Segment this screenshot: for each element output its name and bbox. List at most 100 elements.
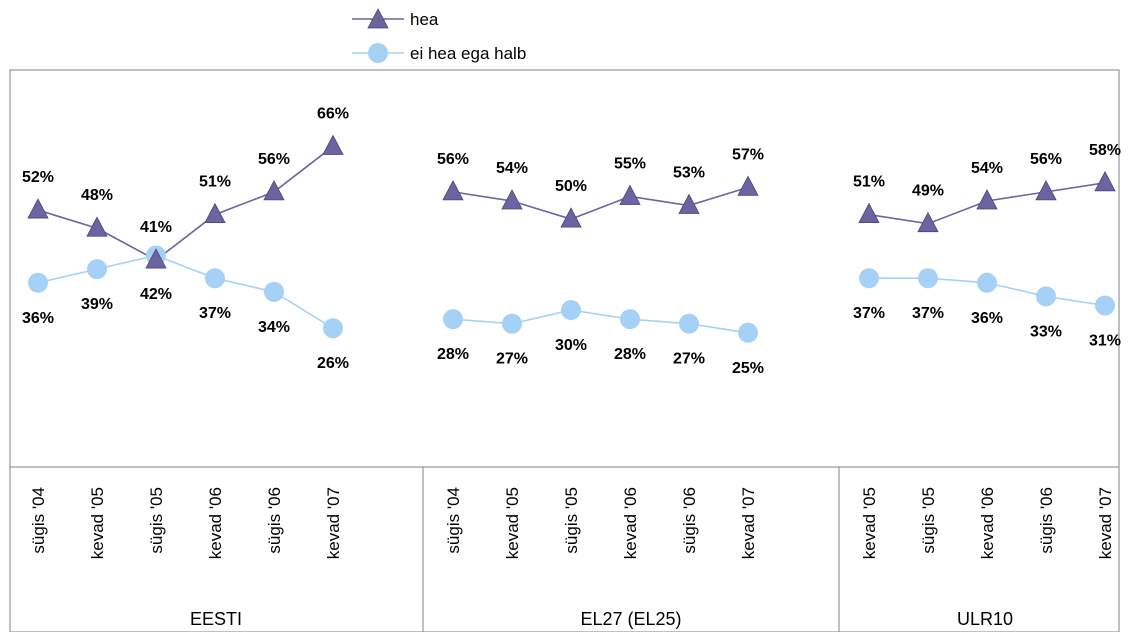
data-label-hea: 49% bbox=[912, 183, 944, 200]
data-label-hea: 66% bbox=[317, 105, 349, 122]
data-label-ei-hea-ega-halb: 42% bbox=[140, 286, 172, 303]
group-label: EL27 (EL25) bbox=[580, 609, 681, 629]
point-ei-hea-ega-halb bbox=[87, 259, 107, 280]
point-hea bbox=[1094, 170, 1116, 192]
group-label: ULR10 bbox=[957, 609, 1013, 629]
group-3: 51% 49% 54% 56% 58% 37% 37% 36% 33% 31% bbox=[853, 142, 1121, 350]
data-label-hea: 52% bbox=[22, 169, 54, 186]
data-label-hea: 57% bbox=[732, 146, 764, 163]
data-label-hea: 53% bbox=[673, 165, 705, 182]
point-hea bbox=[619, 184, 641, 205]
data-label-hea: 56% bbox=[437, 151, 469, 168]
point-hea bbox=[560, 207, 582, 228]
point-ei-hea-ega-halb bbox=[620, 309, 640, 330]
data-label-ei-hea-ega-halb: 37% bbox=[853, 305, 885, 322]
point-hea bbox=[858, 202, 880, 224]
point-hea bbox=[27, 198, 49, 219]
point-ei-hea-ega-halb bbox=[502, 313, 522, 334]
point-hea bbox=[204, 202, 226, 224]
category-tick-label: sügis '05 bbox=[147, 487, 166, 554]
point-ei-hea-ega-halb bbox=[679, 313, 699, 334]
point-ei-hea-ega-halb bbox=[918, 268, 938, 289]
point-hea bbox=[678, 193, 700, 214]
data-label-ei-hea-ega-halb: 25% bbox=[732, 360, 764, 377]
category-tick-label: sügis '05 bbox=[562, 487, 581, 554]
point-ei-hea-ega-halb bbox=[859, 268, 879, 289]
data-label-ei-hea-ega-halb: 37% bbox=[199, 305, 231, 322]
data-label-ei-hea-ega-halb: 27% bbox=[496, 351, 528, 368]
data-label-ei-hea-ega-halb: 36% bbox=[22, 310, 54, 327]
data-label-ei-hea-ega-halb: 37% bbox=[912, 305, 944, 322]
point-hea bbox=[917, 211, 939, 233]
point-hea bbox=[1035, 180, 1057, 201]
category-tick-label: kevad '06 bbox=[978, 487, 997, 559]
data-label-ei-hea-ega-halb: 34% bbox=[258, 319, 290, 336]
data-label-hea: 54% bbox=[496, 160, 528, 177]
point-ei-hea-ega-halb bbox=[443, 309, 463, 330]
data-label-ei-hea-ega-halb: 30% bbox=[555, 337, 587, 354]
series-line-hea bbox=[37, 145, 334, 262]
legend-marker-hea bbox=[367, 8, 389, 29]
category-tick-label: kevad '05 bbox=[88, 487, 107, 559]
category-tick-label: sügis '04 bbox=[29, 487, 48, 554]
data-label-hea: 56% bbox=[1030, 151, 1062, 168]
point-ei-hea-ega-halb bbox=[264, 281, 284, 302]
point-ei-hea-ega-halb bbox=[28, 272, 48, 293]
data-label-hea: 56% bbox=[258, 151, 290, 168]
series-line-ei-hea-ega-halb bbox=[37, 254, 334, 329]
group-2: 56% 54% 50% 55% 53% 57% 28% 27% 30% 28% 27% 25% bbox=[437, 146, 764, 376]
point-hea bbox=[145, 248, 167, 269]
point-ei-hea-ega-halb bbox=[1036, 286, 1056, 307]
legend: hea ei hea ega halb bbox=[352, 8, 526, 63]
point-hea bbox=[501, 189, 523, 210]
category-tick-label: sügis '05 bbox=[919, 487, 938, 554]
data-label-ei-hea-ega-halb: 28% bbox=[437, 346, 469, 363]
data-label-ei-hea-ega-halb: 28% bbox=[614, 346, 646, 363]
point-hea bbox=[737, 175, 759, 196]
data-label-ei-hea-ega-halb: 33% bbox=[1030, 323, 1062, 340]
category-tick-label: sügis '04 bbox=[444, 487, 463, 554]
point-hea bbox=[442, 180, 464, 201]
point-ei-hea-ega-halb bbox=[977, 272, 997, 293]
group-1: 52% 48% 41% 51% 56% 66% 36% 39% 42% 37% 34% 26% bbox=[22, 105, 349, 372]
category-tick-label: sügis '06 bbox=[1037, 487, 1056, 554]
data-label-ei-hea-ega-halb: 36% bbox=[971, 310, 1003, 327]
point-ei-hea-ega-halb bbox=[561, 300, 581, 321]
data-label-hea: 51% bbox=[853, 174, 885, 191]
point-ei-hea-ega-halb bbox=[205, 268, 225, 289]
chart-frame bbox=[9, 69, 1120, 632]
data-label-hea: 58% bbox=[1089, 142, 1121, 159]
category-axis: sügis '04 kevad '05 sügis '05 kevad '06 sügi… bbox=[29, 487, 1115, 629]
data-label-hea: 41% bbox=[140, 219, 172, 236]
plot-area: 52%48%41%51%56%66%36%39%42%37%34%26%56%5… bbox=[22, 105, 1121, 376]
category-tick-label: kevad '07 bbox=[739, 487, 758, 559]
legend-label-hea: hea bbox=[410, 10, 439, 29]
category-tick-label: kevad '06 bbox=[206, 487, 225, 559]
legend-marker-ei bbox=[368, 43, 388, 63]
data-label-hea: 50% bbox=[555, 178, 587, 195]
category-tick-label: sügis '06 bbox=[680, 487, 699, 554]
series-line-ei-hea-ega-halb bbox=[452, 309, 749, 334]
data-label-ei-hea-ega-halb: 31% bbox=[1089, 333, 1121, 350]
point-ei-hea-ega-halb bbox=[738, 322, 758, 343]
data-label-hea: 55% bbox=[614, 155, 646, 172]
point-hea bbox=[322, 134, 344, 155]
data-label-hea: 54% bbox=[971, 160, 1003, 177]
data-label-ei-hea-ega-halb: 26% bbox=[317, 355, 349, 372]
point-ei-hea-ega-halb bbox=[323, 318, 343, 339]
category-tick-label: kevad '06 bbox=[621, 487, 640, 559]
plot-border bbox=[9, 69, 1120, 632]
category-tick-label: kevad '07 bbox=[1096, 487, 1115, 559]
point-hea bbox=[263, 180, 285, 201]
group-label: EESTI bbox=[190, 609, 242, 629]
data-label-ei-hea-ega-halb: 39% bbox=[81, 296, 113, 313]
data-label-hea: 48% bbox=[81, 187, 113, 204]
category-tick-label: sügis '06 bbox=[265, 487, 284, 554]
point-ei-hea-ega-halb bbox=[1095, 295, 1115, 316]
category-tick-label: kevad '05 bbox=[503, 487, 522, 559]
data-label-ei-hea-ega-halb: 27% bbox=[673, 351, 705, 368]
point-hea bbox=[976, 189, 998, 210]
series-line-hea bbox=[452, 186, 749, 220]
legend-label-ei: ei hea ega halb bbox=[410, 44, 526, 63]
